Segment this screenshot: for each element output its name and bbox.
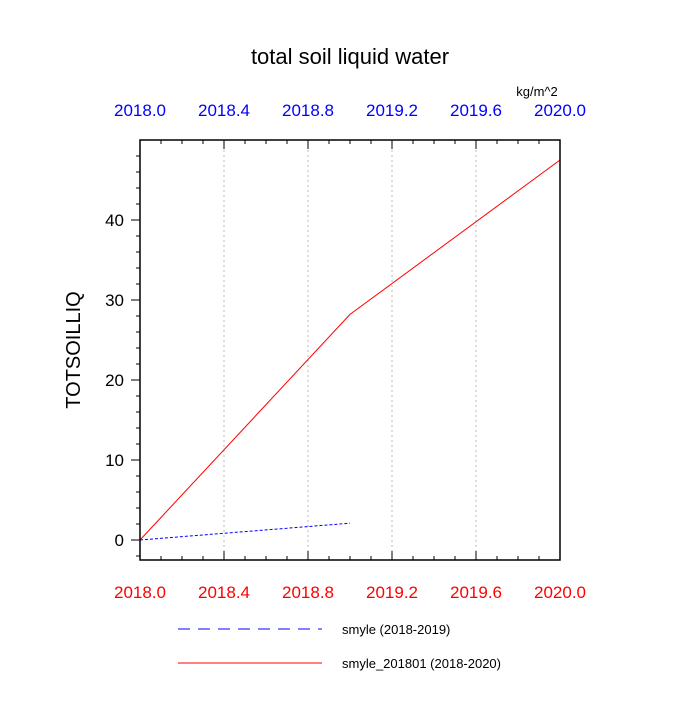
- x-tick-label-bottom: 2019.6: [450, 583, 502, 602]
- legend-label-1: smyle (2018-2019): [342, 622, 450, 637]
- series-line-2: [139, 159, 561, 541]
- legend-label-2: smyle_201801 (2018-2020): [342, 656, 501, 671]
- x-tick-label-top: 2018.0: [114, 101, 166, 120]
- plot-frame: [139, 139, 561, 561]
- y-tick-label: 40: [105, 211, 124, 230]
- legend: smyle (2018-2019) smyle_201801 (2018-2020…: [178, 622, 501, 671]
- units-label: kg/m^2: [516, 84, 558, 99]
- grid-layer: [223, 140, 477, 560]
- x-tick-label-bottom: 2019.2: [366, 583, 418, 602]
- y-axis-label: TOTSOILLIQ: [63, 291, 85, 408]
- axis-layer: 2018.0 2018.0 2018.4 2018.4 2018.8 2018.8 2019…: [105, 101, 586, 602]
- y-tick-label: 30: [105, 291, 124, 310]
- y-tick-label: 0: [115, 531, 124, 550]
- x-tick-label-top: 2019.6: [450, 101, 502, 120]
- x-tick-label-top: 2018.8: [282, 101, 334, 120]
- series-line-1: [139, 522, 351, 541]
- series-layer: [139, 159, 561, 541]
- x-tick-label-bottom: 2018.0: [114, 583, 166, 602]
- x-tick-label-bottom: 2018.8: [282, 583, 334, 602]
- chart-title: total soil liquid water: [251, 44, 449, 69]
- x-tick-label-bottom: 2018.4: [198, 583, 250, 602]
- y-tick-label: 20: [105, 371, 124, 390]
- x-tick-label-bottom: 2020.0: [534, 583, 586, 602]
- x-tick-label-top: 2018.4: [198, 101, 250, 120]
- y-tick-label: 10: [105, 451, 124, 470]
- x-tick-label-top: 2019.2: [366, 101, 418, 120]
- x-tick-label-top: 2020.0: [534, 101, 586, 120]
